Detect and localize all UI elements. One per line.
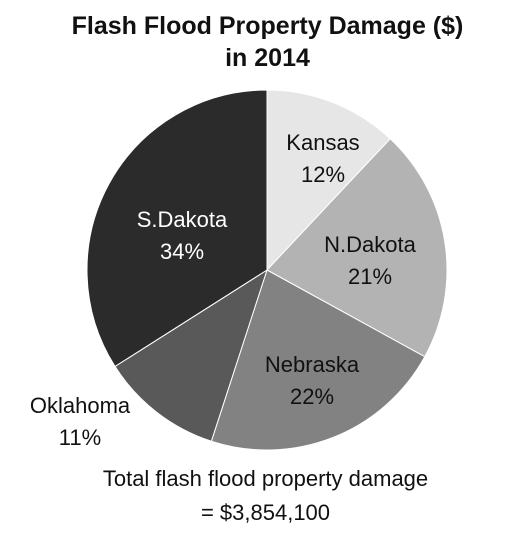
annotation: = $3,854,100 — [200, 500, 331, 525]
pie-slice — [266, 89, 391, 272]
pie-slice — [114, 268, 268, 442]
slice-label: S.Dakota — [137, 207, 228, 232]
slice-label: Kansas — [286, 130, 359, 155]
annotation: Total flash flood property damage — [102, 466, 429, 491]
chart-title: Flash Flood Property Damage ($) in 2014 — [71, 12, 464, 72]
pie-slice — [210, 269, 426, 451]
value-label: 21% — [348, 264, 392, 289]
slice-label: Nebraska — [265, 352, 360, 377]
value-label: 34% — [160, 239, 204, 264]
pie-slice — [86, 89, 268, 368]
value-label: 12% — [301, 162, 345, 187]
slice-label: N.Dakota — [324, 232, 416, 257]
pie-slice — [266, 138, 448, 358]
value-label: 22% — [290, 384, 334, 409]
value-label: 11% — [59, 425, 101, 450]
slice-label: Oklahoma — [30, 393, 131, 418]
